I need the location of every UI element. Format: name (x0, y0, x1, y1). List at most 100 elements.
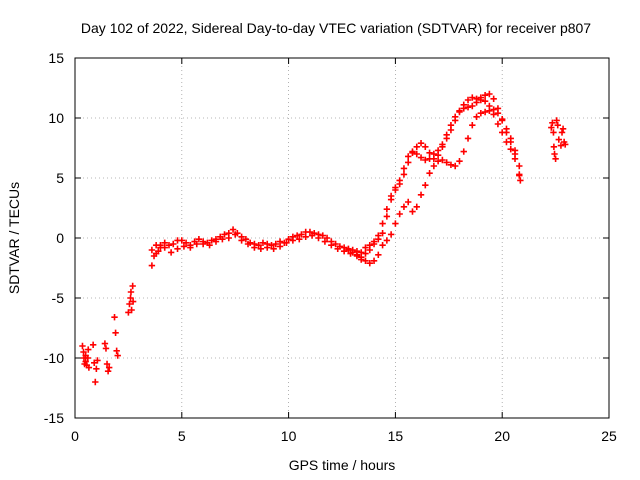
data-point (549, 119, 556, 126)
data-point (464, 96, 472, 104)
data-point (550, 143, 558, 150)
data-point (430, 162, 438, 170)
data-point (396, 210, 403, 218)
data-point (552, 155, 559, 162)
data-point (89, 341, 97, 348)
data-point (370, 257, 378, 264)
data-point (375, 232, 382, 239)
data-point (180, 243, 188, 250)
data-point (405, 153, 412, 160)
data-point (238, 237, 245, 244)
data-point (225, 234, 232, 242)
data-point (469, 102, 476, 110)
data-point (148, 262, 156, 269)
data-point (302, 233, 309, 240)
data-point (551, 150, 558, 158)
data-point (80, 348, 87, 356)
data-point (464, 104, 472, 111)
data-point (362, 257, 369, 264)
x-tick-label: 0 (71, 428, 79, 444)
data-point (456, 158, 463, 165)
data-point (439, 156, 446, 164)
data-point (328, 242, 335, 249)
data-point (447, 161, 455, 168)
data-point (170, 240, 177, 248)
data-point (366, 260, 373, 267)
data-point (104, 368, 112, 375)
data-point (315, 234, 322, 242)
data-point (255, 242, 262, 249)
data-point (447, 122, 455, 129)
data-point (379, 230, 386, 237)
data-point (82, 358, 89, 365)
data-point (516, 171, 523, 178)
data-point (272, 240, 279, 248)
data-point (174, 245, 181, 252)
data-point (103, 360, 111, 368)
data-point (422, 182, 429, 189)
data-point (417, 140, 425, 147)
data-point (469, 122, 476, 129)
x-tick-label: 25 (601, 428, 617, 444)
data-point (413, 203, 420, 210)
data-point (93, 365, 100, 372)
data-point (503, 125, 510, 132)
data-point (212, 238, 220, 245)
data-point (555, 136, 563, 143)
data-point (264, 244, 271, 251)
data-point (276, 243, 284, 250)
data-point (332, 240, 339, 248)
data-point (396, 177, 403, 184)
x-axis-label: GPS time / hours (289, 457, 396, 473)
grid-lines (75, 58, 609, 418)
x-tick-label: 5 (178, 428, 186, 444)
data-point (477, 96, 485, 104)
data-point (84, 354, 92, 362)
data-point (473, 113, 480, 120)
data-point (362, 244, 369, 251)
data-point (517, 177, 524, 184)
data-point (182, 239, 190, 246)
data-point (283, 239, 290, 246)
data-point (469, 94, 476, 101)
data-point (392, 220, 399, 227)
data-point (464, 135, 472, 142)
data-point (101, 340, 109, 347)
data-point (490, 106, 497, 113)
data-point (112, 329, 119, 336)
data-point (366, 246, 373, 254)
data-point (494, 120, 502, 128)
data-point (494, 110, 502, 117)
data-point (85, 346, 92, 353)
data-point (481, 108, 489, 116)
data-point (430, 150, 438, 158)
data-point (417, 154, 425, 161)
data-point (257, 245, 265, 252)
data-point (229, 226, 237, 233)
data-point (490, 95, 497, 102)
data-point (251, 244, 258, 251)
y-tick-label: 0 (56, 230, 64, 246)
axis-tick-labels: 0 5 10 15 20 25 -15 -10 -5 0 5 10 15 (44, 50, 617, 444)
data-point (375, 251, 382, 258)
data-point (129, 298, 137, 305)
data-point (319, 232, 326, 239)
chart-title: Day 102 of 2022, Sidereal Day-to-day VTE… (81, 20, 591, 36)
data-point (79, 342, 86, 350)
data-point (426, 149, 433, 156)
data-point (293, 232, 301, 239)
data-point (323, 234, 331, 242)
data-point (400, 171, 408, 178)
data-point (486, 107, 493, 114)
data-point (148, 246, 156, 254)
data-point (244, 240, 252, 248)
data-point (126, 300, 133, 308)
y-tick-label: -10 (44, 350, 64, 366)
data-point (387, 231, 395, 238)
data-point (195, 236, 203, 243)
series-late-cluster (548, 117, 569, 162)
data-point (481, 92, 489, 99)
data-point (358, 254, 365, 261)
data-point (553, 117, 560, 124)
